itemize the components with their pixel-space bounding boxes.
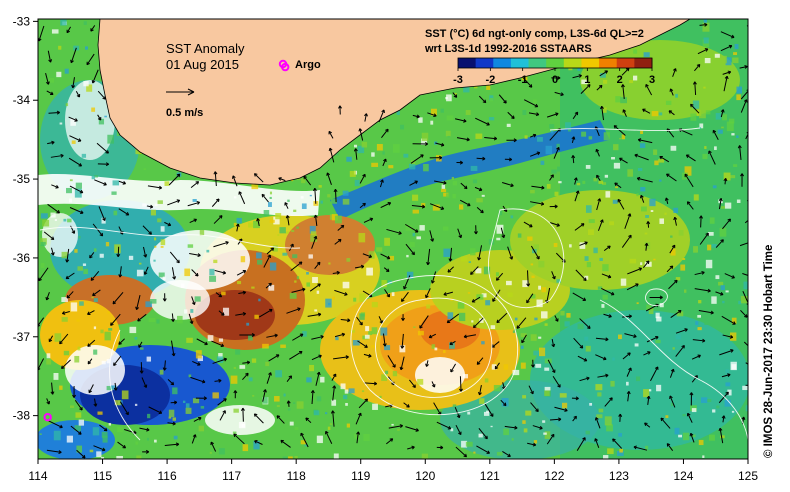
- colorbar-swatch: [599, 58, 618, 68]
- colorbar-swatch: [528, 58, 547, 68]
- x-tick-label: 121: [480, 469, 500, 483]
- colorbar-swatch: [616, 58, 635, 68]
- x-tick-label: 125: [738, 469, 758, 483]
- imos-credit: © IMOS 28-Jun-2017 23:30 Hobart Time: [763, 244, 775, 458]
- current-vectors: [38, 22, 748, 459]
- product-description-line1: SST (°C) 6d ngt-only comp, L3S-6d QL>=2: [425, 28, 644, 40]
- y-tick-label: -37: [13, 330, 31, 344]
- x-tick-label: 123: [609, 469, 629, 483]
- colorbar-swatch: [475, 58, 494, 68]
- x-tick-label: 115: [93, 469, 112, 483]
- colorbar-swatch: [546, 58, 565, 68]
- x-tick-label: 124: [673, 469, 693, 483]
- colorbar-tick-label: -1: [518, 74, 528, 86]
- y-tick-label: -38: [13, 409, 31, 423]
- y-tick-label: -36: [13, 251, 31, 265]
- colorbar-swatch: [458, 58, 477, 68]
- argo-floats: [43, 62, 290, 422]
- x-tick-label: 116: [158, 469, 177, 483]
- product-description-line2: wrt L3S-1d 1992-2016 SSTAARS: [424, 43, 592, 55]
- colorbar-tick-label: 1: [584, 74, 590, 86]
- plot-frame: [37, 18, 749, 460]
- argo-legend-label: Argo: [295, 59, 321, 71]
- colorbar-tick-label: -2: [485, 74, 495, 86]
- argo-float-marker: [281, 62, 290, 72]
- x-tick-label: 120: [415, 469, 435, 483]
- colorbar: -3 -2 -1 0 1 2 3: [453, 57, 655, 86]
- y-tick-label: -33: [13, 14, 31, 28]
- colorbar-tick-label: 2: [617, 74, 623, 86]
- x-tick-label: 119: [351, 469, 370, 483]
- colorbar-tick-label: 3: [649, 74, 655, 86]
- x-tick-label: 122: [544, 469, 564, 483]
- y-axis: -33 -34 -35 -36 -37 -38: [13, 14, 38, 423]
- y-tick-label: -35: [13, 172, 31, 186]
- x-axis: 114 115 116 117 118 119 120 121 122 123 124 125: [28, 459, 758, 483]
- velocity-scale: 0.5 m/s: [166, 88, 203, 119]
- map-title: SST Anomaly: [166, 41, 245, 56]
- colorbar-swatch: [563, 58, 582, 68]
- colorbar-swatch: [510, 58, 530, 68]
- x-tick-label: 118: [287, 469, 306, 483]
- x-tick-label: 117: [222, 469, 241, 483]
- x-tick-label: 114: [28, 469, 47, 483]
- colorbar-tick-label: 0: [552, 74, 558, 86]
- colorbar-swatch: [581, 58, 600, 68]
- scale-arrow-label: 0.5 m/s: [166, 107, 203, 119]
- argo-float-marker: [43, 413, 52, 422]
- y-tick-label: -34: [13, 93, 31, 107]
- sea-level-contours: [39, 127, 748, 441]
- map-date: 01 Aug 2015: [166, 57, 239, 72]
- colorbar-swatch: [634, 58, 653, 68]
- colorbar-swatch: [493, 58, 512, 68]
- colorbar-tick-label: -3: [453, 74, 463, 86]
